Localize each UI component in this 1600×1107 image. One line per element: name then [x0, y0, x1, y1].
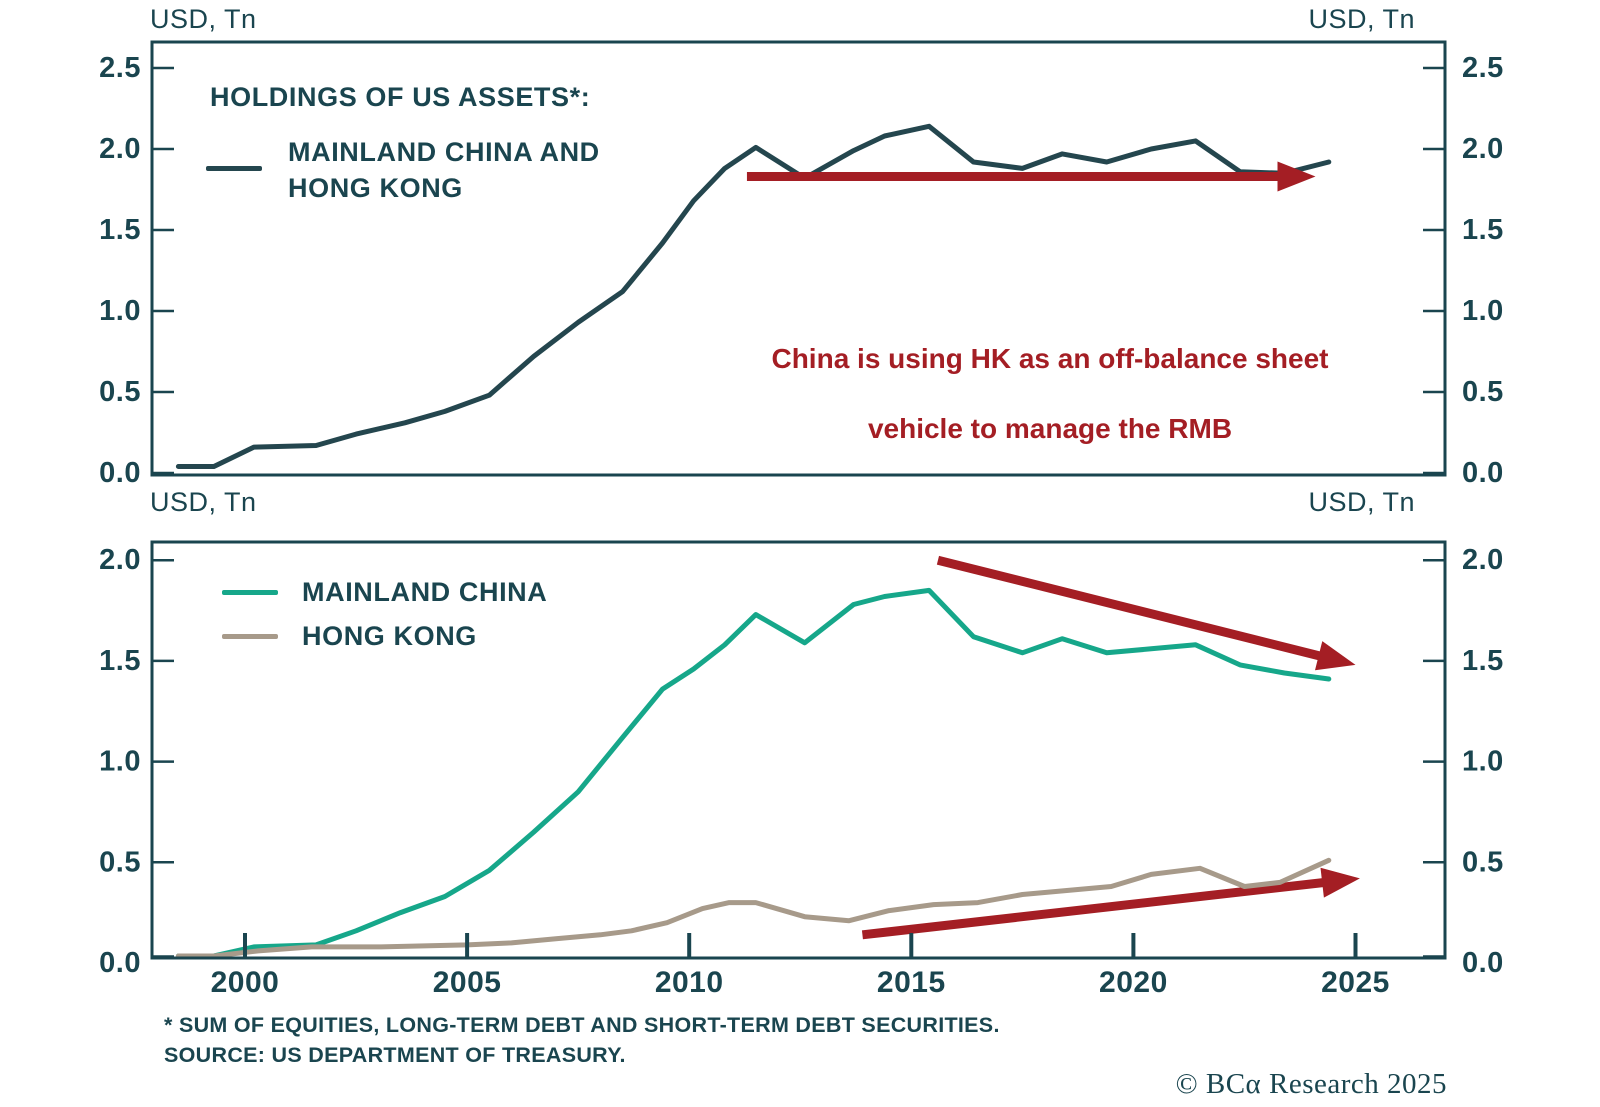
- hong-kong-line-sample: [222, 634, 278, 639]
- x-tick-label: 2000: [211, 966, 280, 999]
- y-tick-label-left: 0.0: [99, 947, 141, 979]
- series-line-mainland-china-and-hong-kong: [175, 123, 1332, 469]
- y-tick-label-right: 2.0: [1462, 544, 1504, 576]
- panel-border: [150, 540, 1447, 960]
- x-tick-label: 2025: [1321, 966, 1390, 999]
- x-tick-label: 2015: [877, 966, 946, 999]
- mainland-china-line-sample: [222, 590, 278, 595]
- y-tick-label-left: 2.0: [99, 133, 141, 165]
- bottom-panel-left-axis-unit: USD, Tn: [150, 487, 257, 517]
- trend-arrow-shaft: [936, 555, 1335, 664]
- bca-research-credit: © BCα Research 2025: [1175, 1068, 1447, 1100]
- y-tick-label-left: 0.0: [99, 457, 141, 489]
- series-line-hong-kong: [175, 857, 1332, 959]
- y-tick-label-left: 1.0: [99, 295, 141, 327]
- y-tick-label-right: 0.5: [1462, 376, 1504, 408]
- y-tick-label-right: 1.5: [1462, 214, 1504, 246]
- y-tick-label-right: 2.0: [1462, 133, 1504, 165]
- bottom-panel-right-axis-unit: USD, Tn: [1308, 487, 1415, 517]
- footnote-definition: * SUM OF EQUITIES, LONG-TERM DEBT AND SH…: [164, 1013, 1000, 1037]
- y-tick-label-left: 1.5: [99, 214, 141, 246]
- y-tick-label-right: 0.0: [1462, 457, 1504, 489]
- legend-label-combined: MAINLAND CHINA AND HONG KONG: [288, 137, 600, 203]
- combined-series-line-sample: [206, 166, 262, 171]
- trend-arrow-head: [1277, 161, 1316, 192]
- annotation-line-1: China is using HK as an off-balance shee…: [771, 343, 1329, 374]
- y-tick-label-right: 0.0: [1462, 947, 1504, 979]
- y-tick-label-left: 1.0: [99, 746, 141, 778]
- y-tick-label-left: 2.5: [99, 52, 141, 84]
- footnote-source: SOURCE: US DEPARTMENT OF TREASURY.: [164, 1043, 626, 1067]
- top-panel-left-axis-unit: USD, Tn: [150, 4, 257, 34]
- y-tick-label-right: 1.0: [1462, 746, 1504, 778]
- trend-arrow-head: [1315, 641, 1356, 671]
- y-tick-label-right: 1.0: [1462, 295, 1504, 327]
- x-tick-label: 2010: [655, 966, 724, 999]
- legend-title: HOLDINGS OF US ASSETS*:: [210, 82, 591, 112]
- chart-annotation: China is using HK as an off-balance shee…: [740, 306, 1360, 481]
- trend-arrow-head: [1320, 867, 1360, 898]
- trend-arrow-shaft: [861, 876, 1338, 940]
- x-tick-label: 2005: [433, 966, 502, 999]
- y-tick-label-right: 2.5: [1462, 52, 1504, 84]
- y-tick-label-right: 0.5: [1462, 846, 1504, 878]
- y-tick-label-right: 1.5: [1462, 645, 1504, 677]
- y-tick-label-left: 0.5: [99, 376, 141, 408]
- y-tick-label-left: 2.0: [99, 544, 141, 576]
- y-tick-label-left: 1.5: [99, 645, 141, 677]
- legend-label-hong-kong: HONG KONG: [302, 621, 477, 651]
- panel-border: [150, 40, 1447, 477]
- y-tick-label-left: 0.5: [99, 846, 141, 878]
- x-tick-label: 2020: [1099, 966, 1168, 999]
- annotation-line-2: vehicle to manage the RMB: [867, 413, 1233, 444]
- series-line-mainland-china: [175, 587, 1332, 959]
- legend-label-mainland-china: MAINLAND CHINA: [302, 577, 548, 607]
- top-panel-right-axis-unit: USD, Tn: [1308, 4, 1415, 34]
